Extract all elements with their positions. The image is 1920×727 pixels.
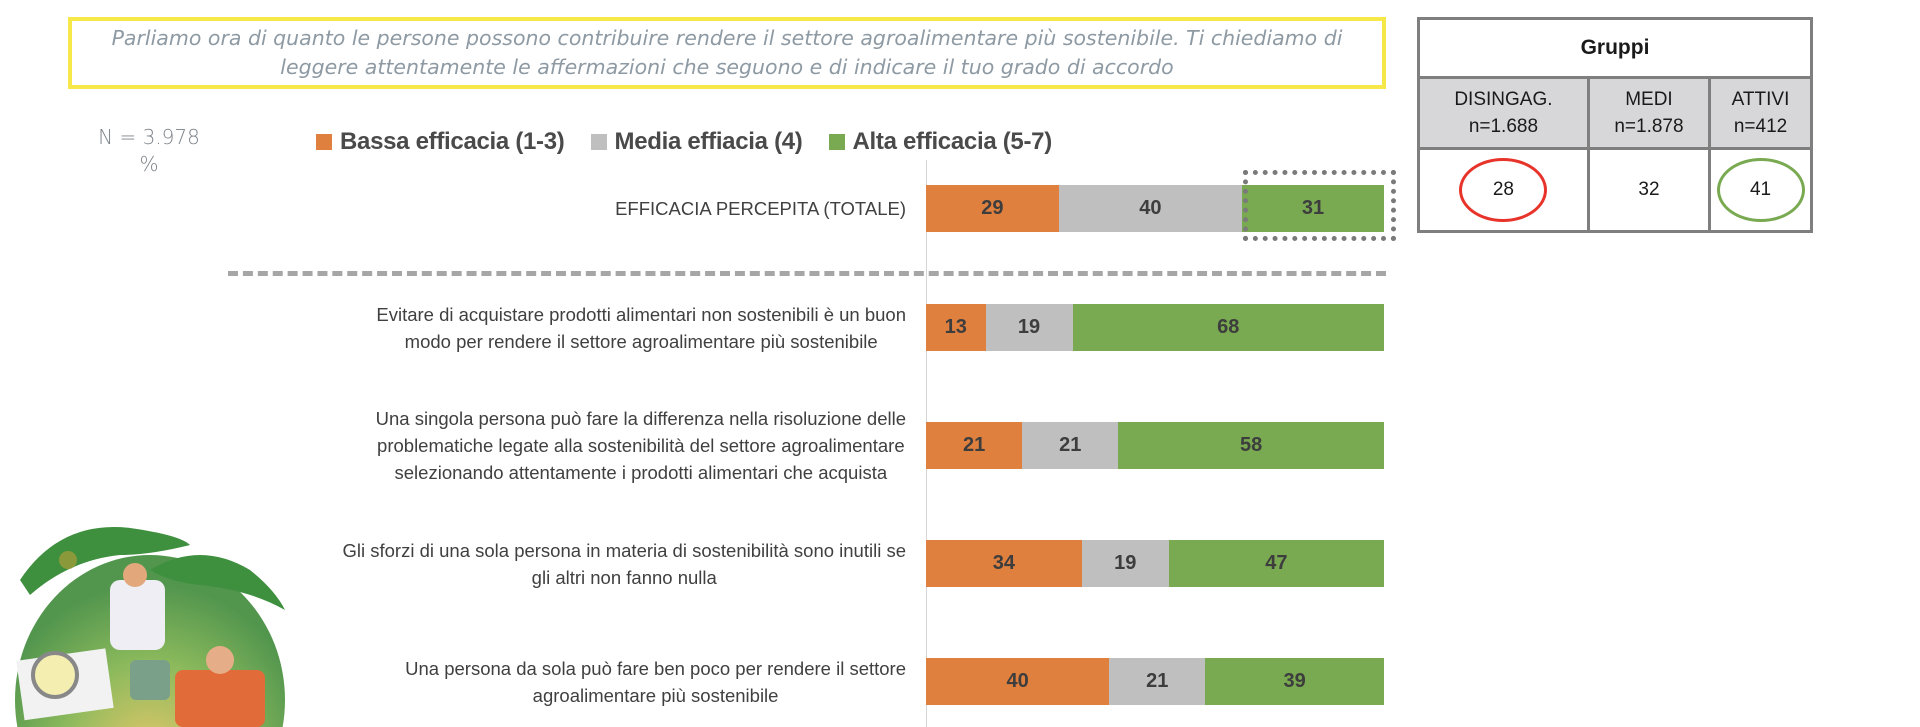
group-name: MEDI (1625, 89, 1673, 110)
row-label-efficacia-totale: EFFICACIA PERCEPITA (TOTALE) (615, 195, 906, 222)
bar-segment-mid: 21 (1109, 658, 1206, 705)
row-label-singola-persona: Una singola persona può fare la differen… (376, 405, 906, 486)
bar-segment-high: 58 (1118, 422, 1384, 469)
data-label: 21 (1146, 670, 1169, 692)
bar-segment-low: 34 (926, 540, 1082, 587)
bar-row-singola-persona: 21 21 58 (926, 422, 1384, 469)
data-label: 21 (1059, 434, 1082, 456)
data-label: 40 (1006, 670, 1029, 692)
data-label: 13 (944, 316, 967, 338)
magnifier (31, 651, 79, 699)
row-label-line: Evitare di acquistare prodotti alimentar… (376, 303, 906, 325)
data-label: 31 (1301, 197, 1325, 219)
bar-segment-mid: 40 (1058, 185, 1242, 232)
group-value-attivi: 41 (1708, 147, 1813, 233)
legend-swatch-high (828, 134, 845, 150)
data-label: 47 (1265, 552, 1288, 574)
row-label-line: selezionando attentamente i prodotti ali… (394, 462, 888, 483)
bar-row-efficacia-totale: 29 40 31 (926, 185, 1384, 232)
group-value-disingag: 28 (1417, 147, 1590, 233)
row-label-line: agroalimentare più sostenibile (532, 684, 779, 706)
apron-figure-head (206, 646, 234, 674)
sample-size-label: N = 3.978 % (94, 124, 204, 178)
group-n: n=1.688 (1468, 116, 1539, 137)
dashed-separator (228, 271, 1386, 276)
bar-segment-high: 47 (1168, 540, 1384, 587)
tree-canopy-left (20, 527, 190, 595)
bar-segment-mid: 21 (1022, 422, 1119, 469)
groups-table: Gruppi DISINGAG. n=1.688 MEDI n=1.878 AT… (1417, 17, 1813, 233)
data-label: 34 (992, 552, 1015, 574)
bar-row-sforzi-inutili: 34 19 47 (926, 540, 1384, 587)
group-name: ATTIVI (1731, 89, 1790, 110)
legend-swatch-low (316, 134, 332, 150)
row-label-evitare-acquisto: Evitare di acquistare prodotti alimentar… (376, 301, 906, 355)
apple (59, 551, 77, 569)
intro-instruction-box: Parliamo ora di quanto le persone posson… (68, 17, 1386, 89)
group-header-medi: MEDI n=1.878 (1586, 76, 1712, 150)
bar-segment-low: 21 (926, 422, 1023, 469)
legend-item-mid: Media effiacia (4) (590, 128, 803, 156)
group-header-attivi: ATTIVI n=412 (1708, 76, 1813, 150)
bar-segment-low: 29 (926, 185, 1059, 232)
group-n: n=1.878 (1614, 116, 1684, 137)
groups-table-title: Gruppi (1417, 17, 1813, 79)
bar-segment-high: 39 (1205, 658, 1384, 705)
group-n: n=412 (1733, 116, 1788, 137)
row-label-line: Gli sforzi di una sola persona in materi… (342, 539, 906, 561)
data-label: 29 (981, 197, 1004, 219)
row-label-line: problematiche legate alla sostenibilità … (377, 435, 905, 456)
unit-label: % (139, 152, 159, 176)
row-label-line: gli altri non fanno nulla (531, 566, 717, 588)
group-header-disingag: DISINGAG. n=1.688 (1417, 76, 1590, 150)
data-label: 68 (1217, 316, 1240, 338)
group-value-medi: 32 (1586, 147, 1712, 233)
row-label-line: EFFICACIA PERCEPITA (TOTALE) (615, 198, 906, 219)
red-circle-highlight (1459, 158, 1548, 222)
apron-figure (175, 670, 265, 727)
chart-legend: Bassa efficacia (1-3) Media effiacia (4)… (316, 124, 1052, 160)
sustainability-illustration (15, 527, 285, 727)
green-circle-highlight (1716, 158, 1805, 222)
data-label: 39 (1283, 670, 1306, 692)
group-name: DISINGAG. (1454, 89, 1553, 110)
intro-text: Parliamo ora di quanto le persone posson… (111, 26, 1343, 79)
bar-segment-high: 68 (1072, 304, 1384, 351)
row-label-line: modo per rendere il settore agroalimenta… (404, 330, 878, 352)
figure-shirt (110, 580, 165, 650)
legend-item-low: Bassa efficacia (1-3) (316, 128, 565, 156)
legend-label-low: Bassa efficacia (1-3) (340, 128, 565, 155)
bar-segment-high: 31 (1242, 185, 1384, 232)
bar-row-evitare-acquisto: 13 19 68 (926, 304, 1384, 351)
legend-label-mid: Media effiacia (4) (614, 128, 803, 155)
sample-size: N = 3.978 (98, 125, 200, 149)
row-label-persona-da-sola: Una persona da sola può fare ben poco pe… (405, 655, 906, 709)
data-label: 58 (1240, 434, 1263, 456)
row-label-line: Una persona da sola può fare ben poco pe… (405, 657, 906, 679)
highlight-dotted-box (1243, 170, 1396, 241)
bar-segment-low: 40 (926, 658, 1110, 705)
bar-row-persona-da-sola: 40 21 39 (926, 658, 1384, 705)
row-label-line: Una singola persona può fare la differen… (375, 408, 906, 429)
data-label: 21 (962, 434, 986, 456)
figure-head (123, 563, 147, 587)
tree-canopy-right (150, 555, 285, 610)
jar (130, 660, 170, 700)
data-label: 19 (1017, 316, 1041, 338)
legend-item-high: Alta efficacia (5-7) (828, 128, 1053, 156)
legend-swatch-mid (590, 134, 607, 150)
data-label: 40 (1139, 197, 1162, 219)
group-value: 32 (1638, 179, 1660, 200)
legend-label-high: Alta efficacia (5-7) (852, 128, 1053, 155)
bar-segment-mid: 19 (985, 304, 1073, 351)
bar-segment-mid: 19 (1081, 540, 1169, 587)
bar-segment-low: 13 (926, 304, 986, 351)
data-label: 19 (1114, 552, 1137, 574)
row-label-sforzi-inutili: Gli sforzi di una sola persona in materi… (342, 537, 906, 591)
